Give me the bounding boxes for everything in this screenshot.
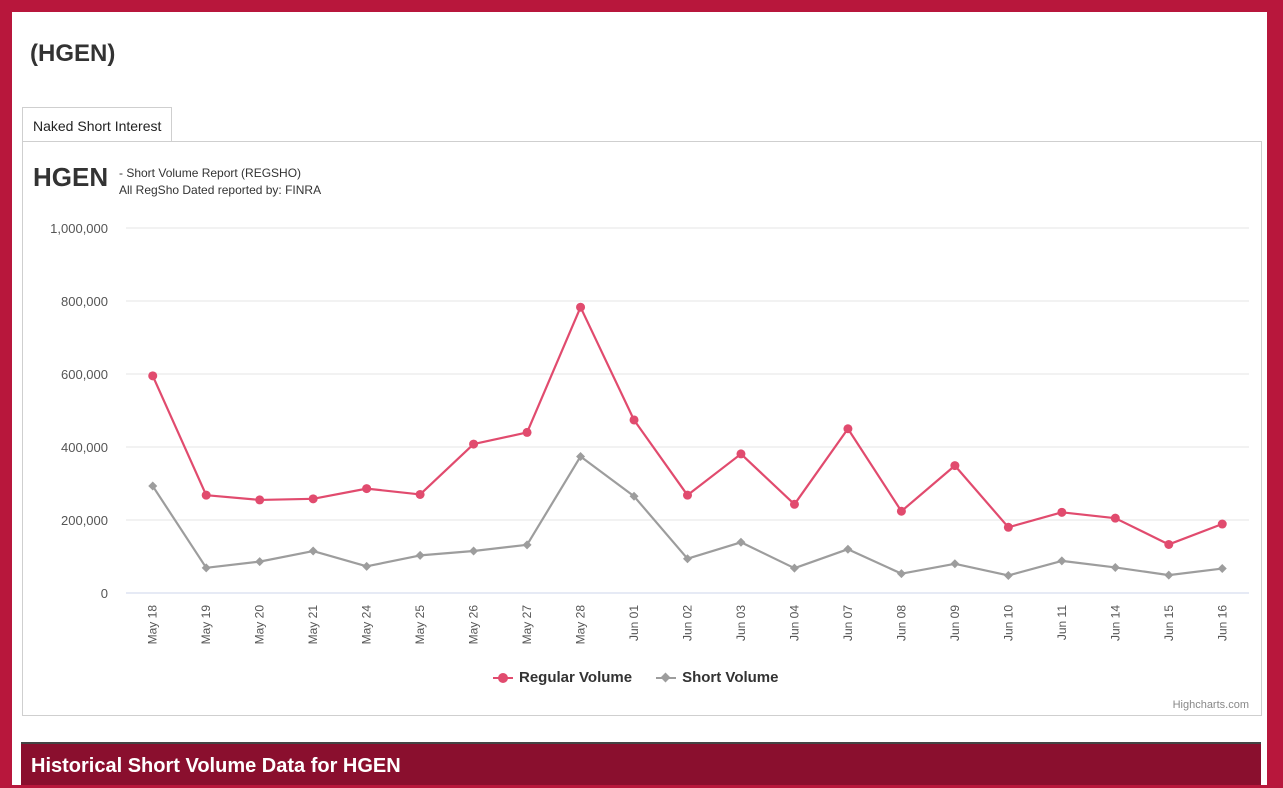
chart-subtitle-line1: - Short Volume Report (REGSHO)	[119, 166, 302, 180]
data-point-regular-volume	[1110, 513, 1120, 523]
x-tick-label: May 27	[520, 605, 534, 645]
data-point-short-volume	[896, 569, 906, 579]
data-point-short-volume	[469, 546, 479, 556]
data-point-short-volume	[255, 557, 265, 567]
data-point-regular-volume	[148, 371, 158, 381]
data-point-regular-volume	[1003, 522, 1013, 532]
y-tick-label: 1,000,000	[50, 221, 108, 236]
data-point-short-volume	[1217, 564, 1227, 574]
x-tick-label: Jun 10	[1001, 605, 1015, 641]
data-point-short-volume	[576, 451, 586, 461]
historical-section-header: Historical Short Volume Data for HGEN	[21, 742, 1261, 785]
x-tick-label: Jun 08	[894, 605, 908, 641]
data-point-short-volume	[362, 561, 372, 571]
data-point-regular-volume	[789, 499, 799, 509]
y-tick-label: 0	[101, 586, 108, 601]
chart-panel: HGEN - Short Volume Report (REGSHO) All …	[22, 141, 1262, 716]
data-point-short-volume	[1110, 562, 1120, 572]
data-point-short-volume	[1003, 570, 1013, 580]
data-point-short-volume	[522, 540, 532, 550]
x-tick-label: Jun 02	[681, 605, 695, 641]
x-tick-label: May 28	[574, 605, 588, 645]
data-point-regular-volume	[1057, 507, 1067, 517]
page-title: (HGEN)	[30, 40, 116, 67]
x-tick-label: Jun 04	[787, 605, 801, 641]
data-point-short-volume	[950, 559, 960, 569]
y-tick-label: 600,000	[61, 367, 108, 382]
x-tick-label: Jun 07	[841, 605, 855, 641]
x-tick-label: Jun 15	[1162, 605, 1176, 641]
data-point-short-volume	[683, 554, 692, 564]
x-tick-label: Jun 01	[627, 605, 641, 641]
x-tick-label: Jun 16	[1215, 605, 1229, 641]
legend-short-volume-symbol-icon	[656, 671, 677, 685]
data-point-regular-volume	[736, 449, 746, 459]
data-point-short-volume	[1164, 570, 1174, 580]
data-point-short-volume	[789, 563, 799, 573]
data-point-short-volume	[201, 563, 211, 573]
chart-ticker: HGEN	[33, 162, 109, 192]
x-tick-label: May 21	[306, 605, 320, 645]
line-chart: 0 200,000 400,000 600,000 800,000 1,000,000 Ma…	[50, 221, 1249, 645]
data-point-short-volume	[415, 550, 425, 560]
data-point-regular-volume	[522, 427, 532, 437]
data-point-short-volume	[1057, 556, 1067, 566]
page-container: (HGEN) Naked Short Interest HGEN - Short…	[12, 12, 1267, 785]
x-tick-label: May 19	[199, 605, 213, 645]
tab-naked-short-interest[interactable]: Naked Short Interest	[22, 107, 173, 141]
x-tick-label: May 18	[146, 605, 160, 645]
data-point-regular-volume	[950, 461, 960, 471]
legend-regular-volume-label: Regular Volume	[519, 669, 633, 686]
x-tick-label: Jun 09	[948, 605, 962, 641]
x-tick-label: May 20	[253, 605, 267, 645]
legend-short-volume-label: Short Volume	[682, 669, 779, 686]
legend-item-regular-volume[interactable]: Regular Volume	[493, 669, 632, 686]
chart-subtitle: - Short Volume Report (REGSHO) All RegSh…	[119, 165, 321, 199]
x-tick-label: May 25	[413, 605, 427, 645]
data-point-regular-volume	[308, 494, 318, 504]
data-point-regular-volume	[201, 490, 211, 500]
legend-regular-volume-symbol-icon	[493, 671, 513, 685]
x-tick-label: May 24	[360, 605, 374, 645]
data-point-regular-volume	[415, 489, 425, 499]
chart-legend: Regular Volume Short Volume	[493, 669, 779, 686]
data-point-regular-volume	[843, 424, 853, 434]
x-tick-label: May 26	[467, 605, 481, 645]
legend-item-short-volume[interactable]: Short Volume	[656, 669, 779, 686]
chart-credits-link[interactable]: Highcharts.com	[1172, 699, 1249, 711]
x-tick-label: Jun 03	[734, 605, 748, 641]
y-tick-label: 800,000	[61, 294, 108, 309]
data-point-regular-volume	[1164, 539, 1174, 549]
y-tick-label: 400,000	[61, 440, 108, 455]
data-point-regular-volume	[469, 439, 479, 449]
data-point-regular-volume	[362, 484, 372, 494]
data-point-regular-volume	[1217, 519, 1227, 529]
data-point-regular-volume	[896, 506, 906, 516]
chart-subtitle-line2: All RegSho Dated reported by: FINRA	[119, 183, 322, 197]
y-tick-label: 200,000	[61, 513, 108, 528]
data-point-regular-volume	[629, 415, 639, 425]
data-point-short-volume	[843, 544, 853, 554]
data-point-short-volume	[736, 537, 746, 547]
data-point-short-volume	[308, 546, 318, 556]
data-point-short-volume	[148, 481, 158, 491]
data-point-regular-volume	[255, 495, 265, 505]
data-point-regular-volume	[683, 490, 692, 500]
x-tick-label: Jun 11	[1055, 605, 1069, 640]
x-tick-label: Jun 14	[1108, 605, 1122, 641]
data-point-short-volume	[629, 491, 639, 501]
data-point-regular-volume	[576, 302, 586, 312]
